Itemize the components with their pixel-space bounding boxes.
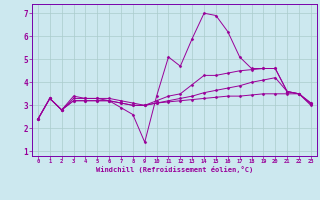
X-axis label: Windchill (Refroidissement éolien,°C): Windchill (Refroidissement éolien,°C) xyxy=(96,166,253,173)
